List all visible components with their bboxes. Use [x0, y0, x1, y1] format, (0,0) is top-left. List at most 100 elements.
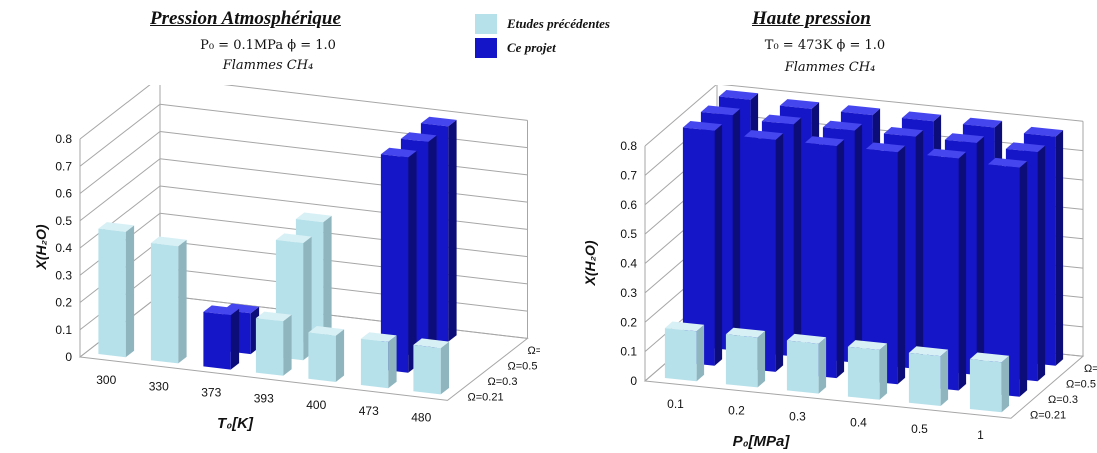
- left-bar-300-Ω=0.21-top: [98, 222, 135, 232]
- right-bar-0.3-Ω=0.21-front: [786, 340, 819, 394]
- legend-swatch-previous: [475, 14, 497, 34]
- right-gridline: [721, 85, 1084, 122]
- right-bar-0.2-Ω=0.5-top: [761, 114, 802, 125]
- right-bar-0.1-Ω=0.21-side: [696, 324, 705, 382]
- left-ytick-label: 0.3: [55, 268, 72, 282]
- left-bar-393-Ω=0.5-top: [295, 212, 332, 223]
- left-bar-393-Ω=0.3-top: [275, 233, 312, 244]
- left-bar-330-Ω=0.21-front: [150, 243, 179, 364]
- right-bar-0.5-Ω=0.5-side: [976, 136, 985, 375]
- left-ytick-label: 0.5: [55, 214, 72, 228]
- right-xtick-label: 0.5: [911, 422, 928, 436]
- left-gridline: [159, 131, 528, 176]
- left-gridline: [223, 85, 528, 121]
- left-bar-393-Ω=0.5-side: [323, 215, 332, 345]
- right-bar-0.3-Ω=0.5-side: [854, 124, 863, 363]
- left-condition-line1: P₀ = 0.1MPa ϕ = 1.0: [200, 38, 336, 53]
- left-xtick-label: 373: [201, 386, 221, 400]
- legend-label-previous: Etudes précédentes: [507, 16, 610, 31]
- right-bar-0.4-Ω=0.3-front: [865, 149, 898, 385]
- right-bar-0.5-Ω=0.3-side: [958, 151, 967, 391]
- left-xtick-label: 400: [306, 398, 326, 412]
- right-bar-0.5-Ω=0.21-side: [940, 349, 949, 406]
- right-bar-1-Ω=1-top: [1023, 126, 1064, 137]
- right-3d-bar-chart: 0 0.1 0.2 0.3 0.4 0.5 0.6 0.7 0.8 0.1 0.2 0.3 0.4 0.5…: [582, 85, 1097, 450]
- left-side-gridline: [79, 131, 161, 194]
- left-bar-373-Ω=0.21: [203, 305, 240, 370]
- right-bar-0.3-Ω=0.21: [786, 333, 827, 394]
- left-ytick-label: 0.2: [55, 296, 72, 310]
- right-bar-0.3-Ω=0.21-top: [786, 333, 827, 344]
- right-bar-1-Ω=0.5-top: [1005, 142, 1046, 153]
- left-bar-400-Ω=0.21-top: [308, 326, 345, 336]
- legend-label-project: Ce projet: [507, 40, 556, 55]
- right-bar-0.5-Ω=0.3: [926, 148, 967, 391]
- right-xtick-label: 1: [977, 428, 984, 442]
- right-bar-1-Ω=0.3: [987, 157, 1028, 397]
- right-side-gridline: [644, 85, 717, 147]
- right-ytick-label: 0.7: [620, 168, 637, 182]
- right-bar-0.4-Ω=0.21-side: [879, 343, 888, 400]
- left-bar-473-Ω=0.21: [360, 332, 397, 389]
- left-xtick-label: 330: [149, 379, 169, 393]
- legend-item-previous: Etudes précédentes: [475, 14, 610, 34]
- left-depth-label: Ω=0.5: [508, 361, 538, 373]
- right-bar-1-Ω=0.21-top: [969, 352, 1010, 363]
- legend-swatch-project: [475, 38, 497, 58]
- left-gridline: [159, 240, 528, 285]
- right-bar-0.5-Ω=0.21: [908, 346, 949, 406]
- left-bar-300-Ω=0.21-front: [98, 228, 126, 358]
- right-bar-0.2-Ω=0.3-front: [743, 136, 776, 372]
- right-condition-line2: Flammes CH₄: [784, 60, 876, 75]
- left-bar-480-Ω=0.21: [413, 338, 450, 395]
- right-bar-0.1-Ω=0.5-top: [700, 105, 741, 116]
- right-ytick-label: 0.3: [620, 286, 637, 300]
- right-bar-0.1-Ω=1-top: [718, 90, 759, 100]
- left-bar-393-Ω=0.3-side: [303, 236, 312, 361]
- right-bar-0.1-Ω=0.5-side: [732, 108, 741, 351]
- right-bar-0.4-Ω=0.3: [865, 142, 906, 385]
- right-bar-0.5-Ω=0.3-front: [926, 155, 959, 391]
- left-bar-473-Ω=0.21-side: [388, 335, 397, 389]
- left-side-gridline: [79, 103, 161, 167]
- left-ytick-label: 0.7: [55, 159, 72, 173]
- right-bar-0.1-Ω=0.3-front: [682, 127, 715, 366]
- left-bar-300-Ω=0.21-side: [125, 225, 135, 358]
- left-ytick-label: 0.4: [55, 241, 72, 255]
- left-bar-393-Ω=0.21-top: [255, 311, 292, 322]
- left-bar-473-Ω=0.3: [380, 147, 417, 373]
- right-bar-0.1-Ω=0.3-top: [682, 121, 723, 131]
- left-bar-393-Ω=0.21-side: [283, 314, 292, 376]
- right-bar-0.1-Ω=0.21-front: [664, 328, 697, 382]
- left-bar-400-Ω=0.21-front: [308, 332, 336, 382]
- right-yaxis-label: X(H₂O): [582, 240, 598, 286]
- right-bar-0.2-Ω=0.3: [743, 130, 784, 372]
- right-ytick-label: 0.8: [620, 139, 637, 153]
- left-bar-480-Ω=0.21-top: [413, 338, 450, 349]
- left-gridline: [159, 185, 528, 230]
- right-condition-line1: T₀ = 473K ϕ = 1.0: [764, 38, 886, 53]
- legend-item-project: Ce projet: [475, 38, 556, 58]
- right-xtick-label: 0.4: [850, 416, 867, 430]
- right-xtick-label: 0.3: [789, 410, 806, 424]
- left-bar-473-Ω=0.3-side: [408, 150, 417, 373]
- left-bar-473-Ω=1-top: [420, 116, 457, 127]
- left-ytick-label: 0.1: [55, 323, 72, 337]
- left-side-gridline: [79, 185, 161, 249]
- left-side-gridline: [79, 158, 161, 222]
- left-xtick-label: 473: [359, 404, 379, 418]
- left-bar-473-Ω=1-side: [448, 119, 457, 342]
- right-bar-0.2-Ω=0.21-front: [725, 334, 758, 388]
- right-ytick-label: 0.4: [620, 257, 637, 271]
- right-bar-0.2-Ω=0.3-side: [775, 133, 784, 372]
- left-gridline: [159, 212, 528, 258]
- left-side-gridline: [79, 85, 151, 140]
- right-bar-0.4-Ω=0.5-top: [883, 127, 924, 137]
- right-bar-0.3-Ω=0.21-side: [818, 337, 827, 394]
- right-bar-0.2-Ω=0.21-side: [757, 331, 766, 388]
- right-xtick-label: 0.2: [728, 403, 745, 417]
- right-bar-0.2-Ω=1-top: [779, 99, 820, 109]
- right-bar-0.5-Ω=0.21-top: [908, 346, 949, 357]
- right-bar-1-Ω=1-side: [1055, 130, 1064, 366]
- right-ytick-label: 0.1: [620, 345, 637, 359]
